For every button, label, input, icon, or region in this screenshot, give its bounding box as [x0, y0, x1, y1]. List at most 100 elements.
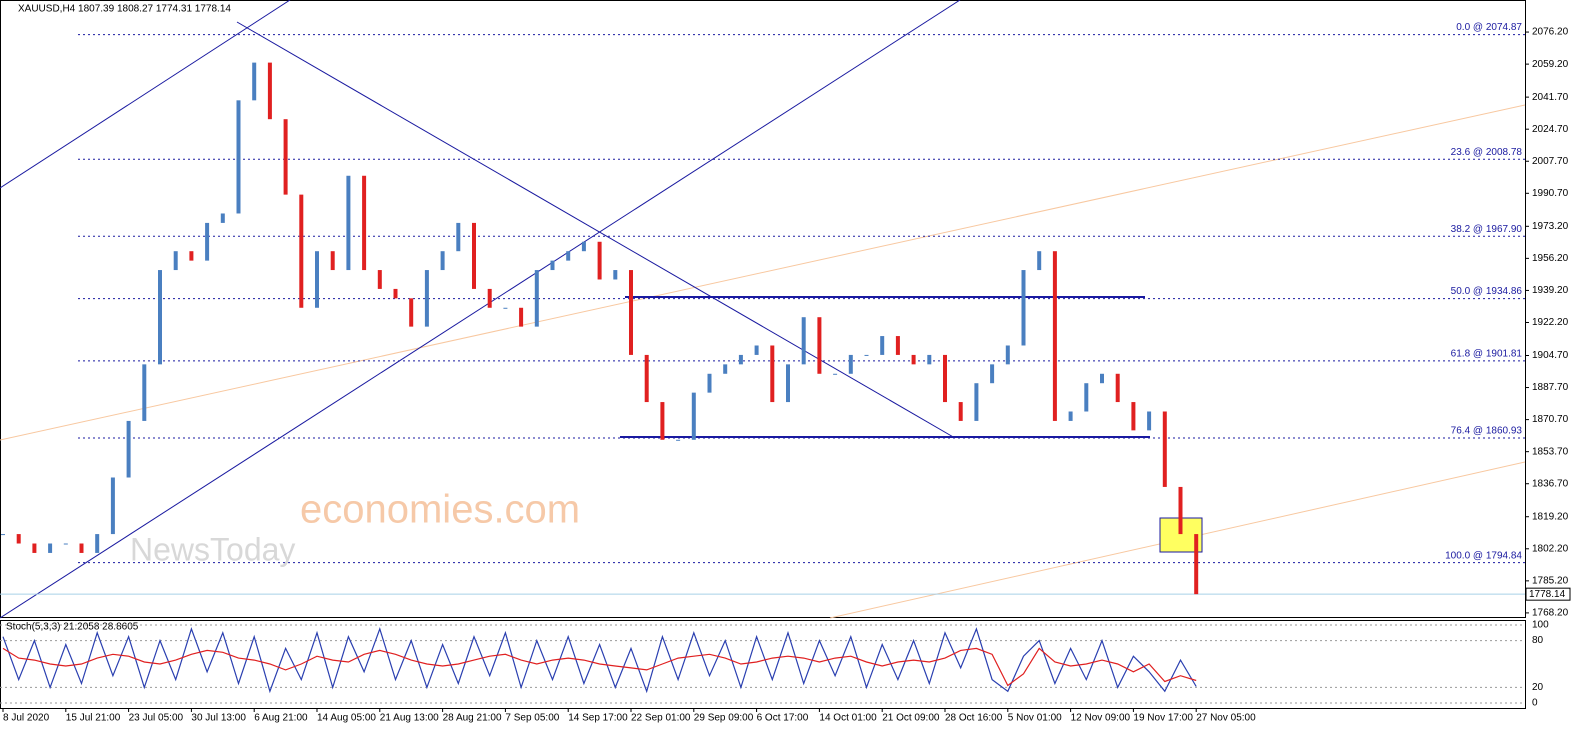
- stoch-tick-label: 100: [1532, 620, 1549, 631]
- candle: [644, 354, 649, 403]
- candle: [613, 270, 618, 280]
- x-tick-label: 23 Jul 05:00: [129, 713, 184, 724]
- y-tick-label: 1836.70: [1532, 478, 1569, 489]
- candle: [566, 251, 571, 261]
- candle: [267, 62, 272, 120]
- candle: [958, 402, 963, 421]
- candle: [189, 251, 194, 261]
- candle: [723, 364, 728, 374]
- candle: [801, 317, 806, 365]
- y-tick-label: 1785.20: [1532, 575, 1569, 586]
- y-tick-label: 1802.20: [1532, 543, 1569, 554]
- candle: [63, 543, 68, 545]
- candle: [424, 270, 429, 327]
- fib-label: 38.2 @ 1967.90: [1451, 224, 1523, 235]
- candle: [597, 241, 602, 280]
- y-tick-label: 1904.70: [1532, 350, 1569, 361]
- candle: [895, 336, 900, 355]
- y-tick-label: 1973.20: [1532, 221, 1569, 232]
- candle: [440, 251, 445, 271]
- candle: [691, 392, 696, 440]
- candle: [817, 317, 822, 374]
- candle: [534, 270, 539, 327]
- candle: [1131, 402, 1136, 431]
- watermark: economies.com: [300, 488, 580, 532]
- y-tick-label: 1768.20: [1532, 608, 1569, 619]
- y-tick-label: 2024.70: [1532, 124, 1569, 135]
- x-tick-label: 29 Sep 09:00: [694, 713, 754, 724]
- candle: [1, 534, 5, 536]
- x-tick-label: 28 Oct 16:00: [945, 713, 1003, 724]
- candle: [126, 420, 131, 478]
- candle: [252, 62, 257, 101]
- candle: [1178, 486, 1183, 535]
- candle: [770, 345, 775, 403]
- stoch-tick-label: 80: [1532, 635, 1544, 646]
- candle: [927, 354, 932, 365]
- y-tick-label: 2041.70: [1532, 92, 1569, 103]
- x-tick-label: 27 Nov 05:00: [1196, 713, 1256, 724]
- y-tick-label: 1870.70: [1532, 414, 1569, 425]
- x-tick-label: 14 Aug 05:00: [317, 713, 376, 724]
- main-frame: [0, 0, 1526, 618]
- x-tick-label: 5 Nov 01:00: [1008, 713, 1062, 724]
- candle: [456, 222, 461, 252]
- y-tick-label: 1939.20: [1532, 285, 1569, 296]
- trend-line: [0, 104, 1526, 441]
- trend-line: [236, 21, 956, 439]
- candle: [754, 345, 759, 355]
- chart-title: XAUUSD,H4 1807.39 1808.27 1774.31 1778.1…: [18, 4, 231, 15]
- fib-label: 100.0 @ 1794.84: [1445, 550, 1522, 561]
- y-tick-label: 1956.20: [1532, 253, 1569, 264]
- candle: [1100, 373, 1104, 384]
- y-tick-label: 1819.20: [1532, 511, 1569, 522]
- candle: [738, 354, 743, 365]
- x-tick-label: 14 Sep 17:00: [568, 713, 628, 724]
- y-tick-label: 2007.70: [1532, 156, 1569, 167]
- fib-label: 76.4 @ 1860.93: [1451, 426, 1523, 437]
- candle: [629, 270, 633, 355]
- y-tick-label: 1922.20: [1532, 317, 1569, 328]
- candle: [315, 251, 319, 308]
- candle: [581, 241, 586, 252]
- x-tick-label: 8 Jul 2020: [3, 713, 50, 724]
- candle: [377, 270, 382, 289]
- candle: [550, 260, 555, 271]
- candle: [974, 383, 979, 421]
- candle: [487, 288, 492, 308]
- candle: [1068, 411, 1073, 421]
- candle: [833, 373, 838, 375]
- fib-label: 0.0 @ 2074.87: [1456, 22, 1522, 33]
- candle: [346, 175, 351, 271]
- candle: [48, 543, 53, 553]
- candle: [864, 354, 869, 356]
- last-price-box: [1525, 587, 1571, 601]
- y-tick-label: 1990.70: [1532, 188, 1569, 199]
- candle: [142, 364, 147, 421]
- x-tick-label: 21 Oct 09:00: [882, 713, 940, 724]
- y-tick-label: 2076.20: [1532, 27, 1569, 38]
- candle: [1021, 270, 1026, 346]
- candle: [330, 251, 335, 271]
- fib-label: 23.6 @ 2008.78: [1451, 147, 1523, 158]
- y-tick-label: 1853.70: [1532, 446, 1569, 457]
- watermark: NewsToday: [130, 531, 295, 567]
- candle: [1052, 251, 1057, 421]
- fib-label: 61.8 @ 1901.81: [1451, 349, 1523, 360]
- fib-label: 50.0 @ 1934.86: [1451, 286, 1523, 297]
- candle: [660, 402, 665, 440]
- x-tick-label: 28 Aug 21:00: [443, 713, 502, 724]
- x-tick-label: 22 Sep 01:00: [631, 713, 691, 724]
- trend-line: [0, 0, 291, 189]
- candle: [173, 251, 178, 271]
- candle: [707, 373, 712, 393]
- trend-line: [0, 0, 961, 619]
- candle: [911, 354, 916, 365]
- candle: [205, 222, 210, 261]
- y-tick-label: 1887.70: [1532, 382, 1569, 393]
- candle: [362, 175, 367, 271]
- candle: [110, 477, 115, 535]
- candle: [1162, 411, 1167, 487]
